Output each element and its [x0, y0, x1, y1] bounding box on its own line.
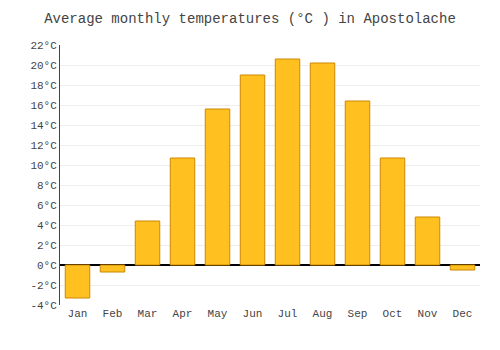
- svg-text:20°C: 20°C: [30, 60, 57, 72]
- svg-text:12°C: 12°C: [30, 140, 57, 152]
- svg-text:-2°C: -2°C: [30, 280, 57, 292]
- svg-text:Jan: Jan: [68, 308, 88, 320]
- svg-text:Sep: Sep: [348, 308, 368, 320]
- svg-text:Apr: Apr: [173, 308, 193, 320]
- svg-text:22°C: 22°C: [30, 40, 57, 52]
- svg-text:8°C: 8°C: [37, 180, 57, 192]
- svg-text:Dec: Dec: [453, 308, 473, 320]
- svg-text:4°C: 4°C: [37, 220, 57, 232]
- svg-text:Feb: Feb: [103, 308, 123, 320]
- svg-text:14°C: 14°C: [30, 120, 57, 132]
- svg-text:Aug: Aug: [313, 308, 333, 320]
- svg-text:Jun: Jun: [243, 308, 263, 320]
- svg-text:6°C: 6°C: [37, 200, 57, 212]
- svg-text:18°C: 18°C: [30, 80, 57, 92]
- svg-text:10°C: 10°C: [30, 160, 57, 172]
- svg-text:0°C: 0°C: [37, 260, 57, 272]
- svg-text:May: May: [208, 308, 228, 320]
- svg-text:16°C: 16°C: [30, 100, 57, 112]
- svg-text:Nov: Nov: [418, 308, 438, 320]
- svg-text:-4°C: -4°C: [30, 300, 57, 312]
- svg-text:Mar: Mar: [138, 308, 158, 320]
- svg-text:Average monthly temperatures (: Average monthly temperatures (°C ) in Ap…: [44, 11, 456, 27]
- svg-text:2°C: 2°C: [37, 240, 57, 252]
- svg-text:Oct: Oct: [383, 308, 403, 320]
- svg-text:Jul: Jul: [278, 308, 298, 320]
